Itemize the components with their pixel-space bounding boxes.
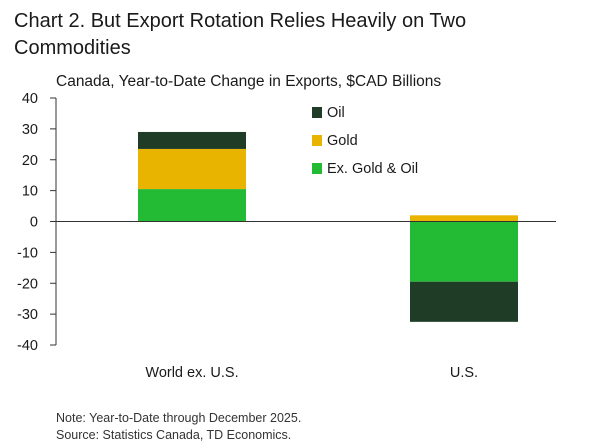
bar-segment-ex-gold-oil	[138, 189, 246, 222]
bar-segment-oil	[138, 131, 246, 149]
y-tick-label: 40	[22, 91, 38, 107]
legend-swatch	[312, 163, 322, 174]
bar-segment-ex-gold-oil	[410, 221, 518, 282]
legend-swatch	[312, 135, 322, 146]
legend-label: Gold	[327, 133, 358, 149]
bar-segment-gold	[410, 215, 518, 222]
y-tick-label: -30	[17, 307, 38, 323]
chart-note: Note: Year-to-Date through December 2025…	[56, 411, 302, 425]
y-tick-label: -40	[17, 338, 38, 354]
bar-segment-oil	[410, 281, 518, 322]
y-tick-label: -10	[17, 245, 38, 261]
x-category-label: U.S.	[450, 365, 478, 381]
legend-label: Oil	[327, 105, 345, 121]
bar-segment-gold	[138, 148, 246, 190]
chart-subtitle: Canada, Year-to-Date Change in Exports, …	[56, 73, 442, 90]
y-tick-label: -20	[17, 276, 38, 292]
legend-label: Ex. Gold & Oil	[327, 161, 418, 177]
chart-source: Source: Statistics Canada, TD Economics.	[56, 428, 292, 442]
chart-title: Chart 2. But Export Rotation Relies Heav…	[14, 10, 467, 59]
y-tick-label: 0	[30, 215, 38, 231]
legend-swatch	[312, 107, 322, 118]
y-tick-label: 10	[22, 184, 38, 200]
y-tick-label: 20	[22, 153, 38, 169]
x-category-label: World ex. U.S.	[145, 365, 238, 381]
y-tick-label: 30	[22, 122, 38, 138]
